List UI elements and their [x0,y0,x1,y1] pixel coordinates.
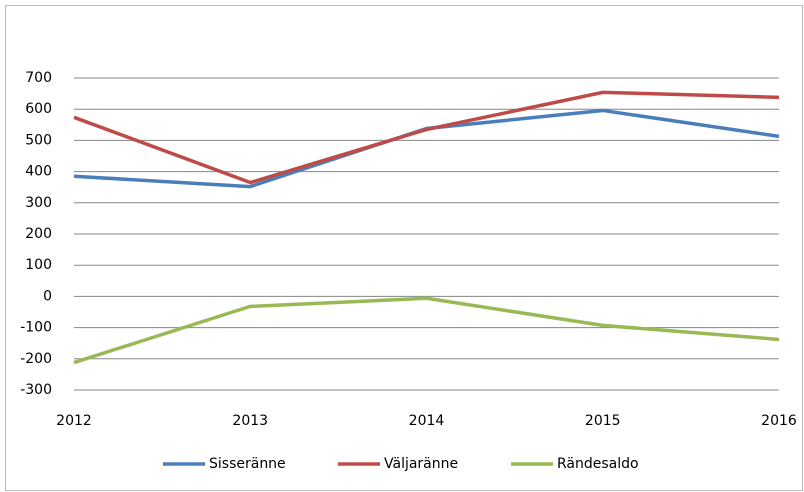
legend-label: Sisseränne [209,456,286,472]
y-tick-label: 300 [25,195,52,211]
y-tick-label: -200 [20,351,52,367]
legend-label: Rändesaldo [557,456,639,472]
x-tick-label: 2016 [761,413,797,429]
series-line [73,296,780,365]
chart-frame [5,5,803,491]
y-tick-label: 700 [25,70,52,86]
y-tick-label: 100 [25,257,52,273]
y-tick-label: 0 [43,288,52,304]
x-tick-label: 2015 [585,413,621,429]
y-tick-label: 500 [25,132,52,148]
y-tick-label: 200 [25,226,52,242]
x-tick-label: 2013 [232,413,268,429]
y-tick-label: -100 [20,320,52,336]
y-tick-label: 600 [25,101,52,117]
series-line [73,90,780,185]
y-tick-label: 400 [25,164,52,180]
x-tick-label: 2014 [409,413,445,429]
legend-label: Väljaränne [384,456,458,472]
y-tick-label: -300 [20,382,52,398]
x-tick-label: 2012 [56,413,92,429]
